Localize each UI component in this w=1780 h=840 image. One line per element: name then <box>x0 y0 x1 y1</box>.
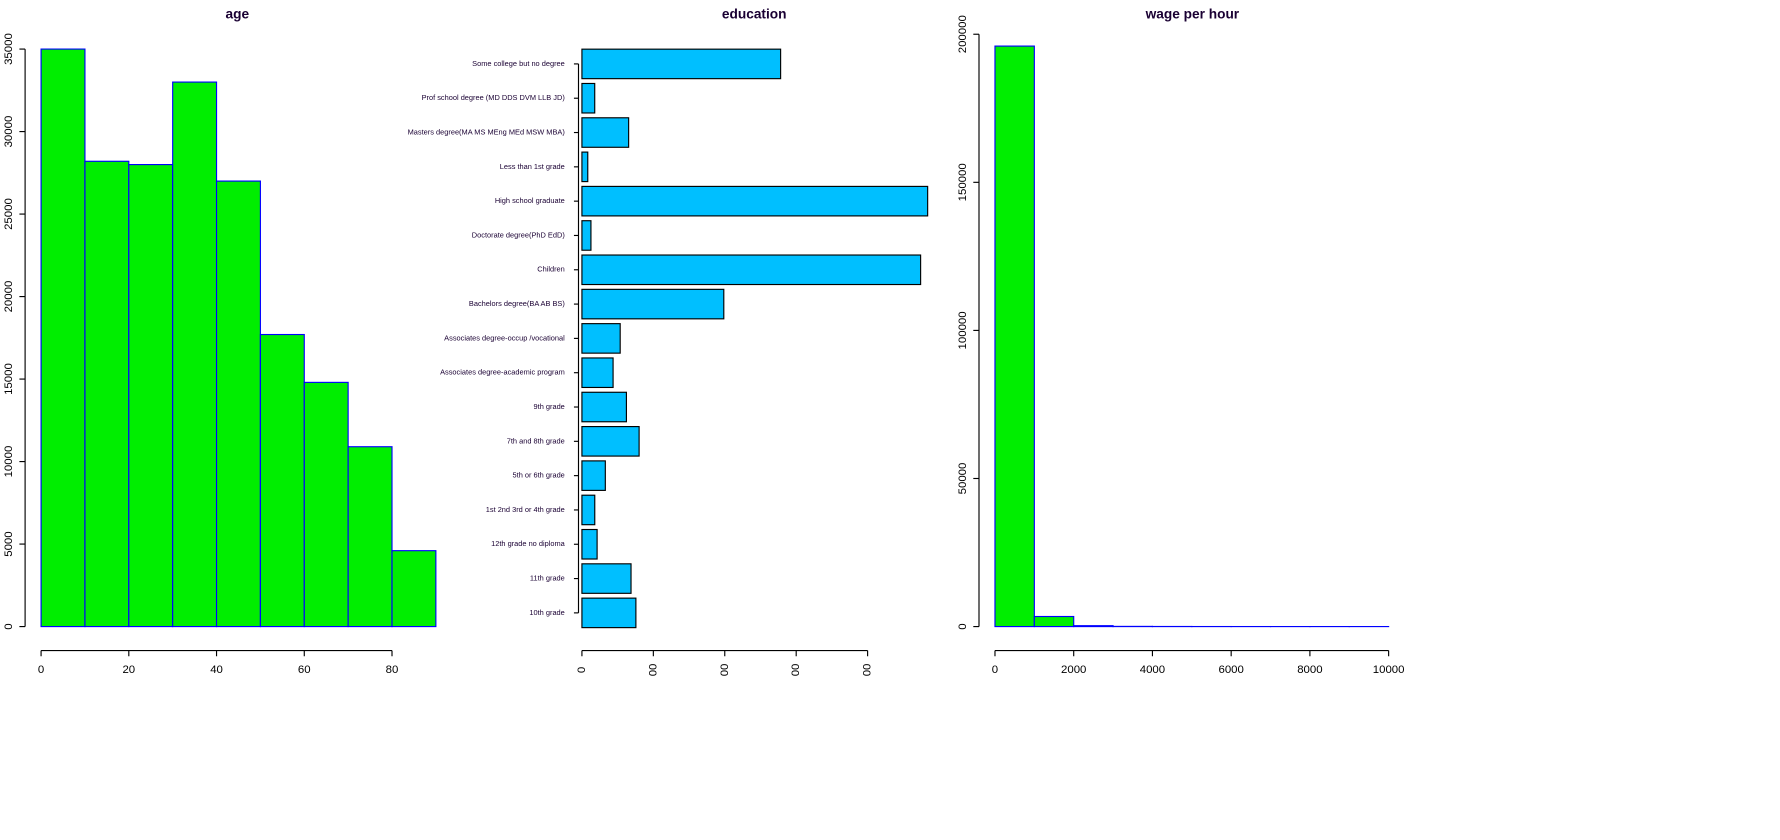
category-label: 12th grade no diploma <box>491 539 566 548</box>
bar <box>581 151 589 183</box>
y-tick-label: 35000 <box>3 33 15 65</box>
y-tick-label: 150000 <box>957 163 969 201</box>
histogram-bar <box>391 550 437 628</box>
x-tick-label: 80 <box>386 664 399 676</box>
category-label: 11th grade <box>530 574 565 583</box>
x-tick-label: 00 <box>790 664 802 677</box>
histogram-bar <box>40 48 86 628</box>
bar <box>581 117 630 148</box>
bar <box>581 220 592 251</box>
x-tick-label: 10000 <box>1373 664 1405 676</box>
x-tick-label: 00 <box>862 664 874 677</box>
bar <box>581 357 614 389</box>
histogram-bar <box>259 333 305 628</box>
chart-title: age <box>226 6 250 21</box>
category-label: Some college but no degree <box>472 59 565 68</box>
bar <box>581 494 596 526</box>
bar <box>581 185 929 217</box>
category-label: Masters degree(MA MS MEng MEd MSW MBA) <box>408 127 565 136</box>
bar <box>581 82 596 114</box>
y-tick-label: 0 <box>3 623 15 629</box>
y-tick-label: 50000 <box>957 463 969 495</box>
y-tick-label: 100000 <box>957 311 969 349</box>
category-label: Less than 1st grade <box>500 162 565 171</box>
x-tick-label: 2000 <box>1061 664 1086 676</box>
category-label: 5th or 6th grade <box>513 471 565 480</box>
category-label: 1st 2nd 3rd or 4th grade <box>486 505 565 514</box>
x-tick-label: 20 <box>122 664 135 676</box>
category-label: 7th and 8th grade <box>507 436 565 445</box>
histogram-bar <box>215 180 261 628</box>
chart-title: education <box>722 6 787 21</box>
bar <box>581 391 627 423</box>
bar <box>581 48 782 80</box>
y-tick-label: 25000 <box>3 198 15 230</box>
category-label: Associates degree-occup /vocational <box>444 333 565 342</box>
x-tick-label: 0 <box>576 667 588 673</box>
x-tick-label: 6000 <box>1218 664 1243 676</box>
y-tick-label: 5000 <box>3 531 15 556</box>
bar <box>581 563 632 594</box>
histogram-bar <box>172 81 218 628</box>
histogram-bar <box>84 160 130 628</box>
histogram-bar <box>128 164 174 628</box>
bar <box>581 460 606 491</box>
bar <box>581 323 621 354</box>
x-tick-label: 60 <box>298 664 311 676</box>
category-label: Prof school degree (MD DDS DVM LLB JD) <box>422 93 565 102</box>
y-tick-label: 20000 <box>3 281 15 313</box>
y-tick-label: 10000 <box>3 446 15 478</box>
x-tick-label: 0 <box>38 664 44 676</box>
category-label: High school graduate <box>495 196 565 205</box>
x-tick-label: 00 <box>647 664 659 677</box>
bar <box>581 426 640 457</box>
category-label: 10th grade <box>529 608 564 617</box>
bar <box>581 254 922 286</box>
histogram-bar <box>347 446 393 628</box>
histogram-bar <box>303 381 349 628</box>
histogram-bar <box>1073 625 1114 628</box>
x-tick-label: 0 <box>992 664 998 676</box>
histogram-bar <box>1033 615 1075 628</box>
histogram-bar <box>994 45 1035 628</box>
y-tick-label: 15000 <box>3 363 15 395</box>
category-label: Associates degree-academic program <box>440 368 565 377</box>
bar <box>581 597 637 629</box>
y-tick-label: 200000 <box>957 15 969 53</box>
chart-title: wage per hour <box>1145 6 1240 21</box>
x-tick-label: 40 <box>210 664 223 676</box>
bar <box>581 288 725 320</box>
category-label: Doctorate degree(PhD EdD) <box>472 230 565 239</box>
category-label: Bachelors degree(BA AB BS) <box>469 299 565 308</box>
x-tick-label: 8000 <box>1297 664 1322 676</box>
bar <box>581 528 598 560</box>
category-label: 9th grade <box>534 402 565 411</box>
category-label: Children <box>537 265 565 274</box>
y-tick-label: 0 <box>957 623 969 629</box>
y-tick-label: 30000 <box>3 116 15 148</box>
x-tick-label: 00 <box>719 664 731 677</box>
x-tick-label: 4000 <box>1140 664 1165 676</box>
